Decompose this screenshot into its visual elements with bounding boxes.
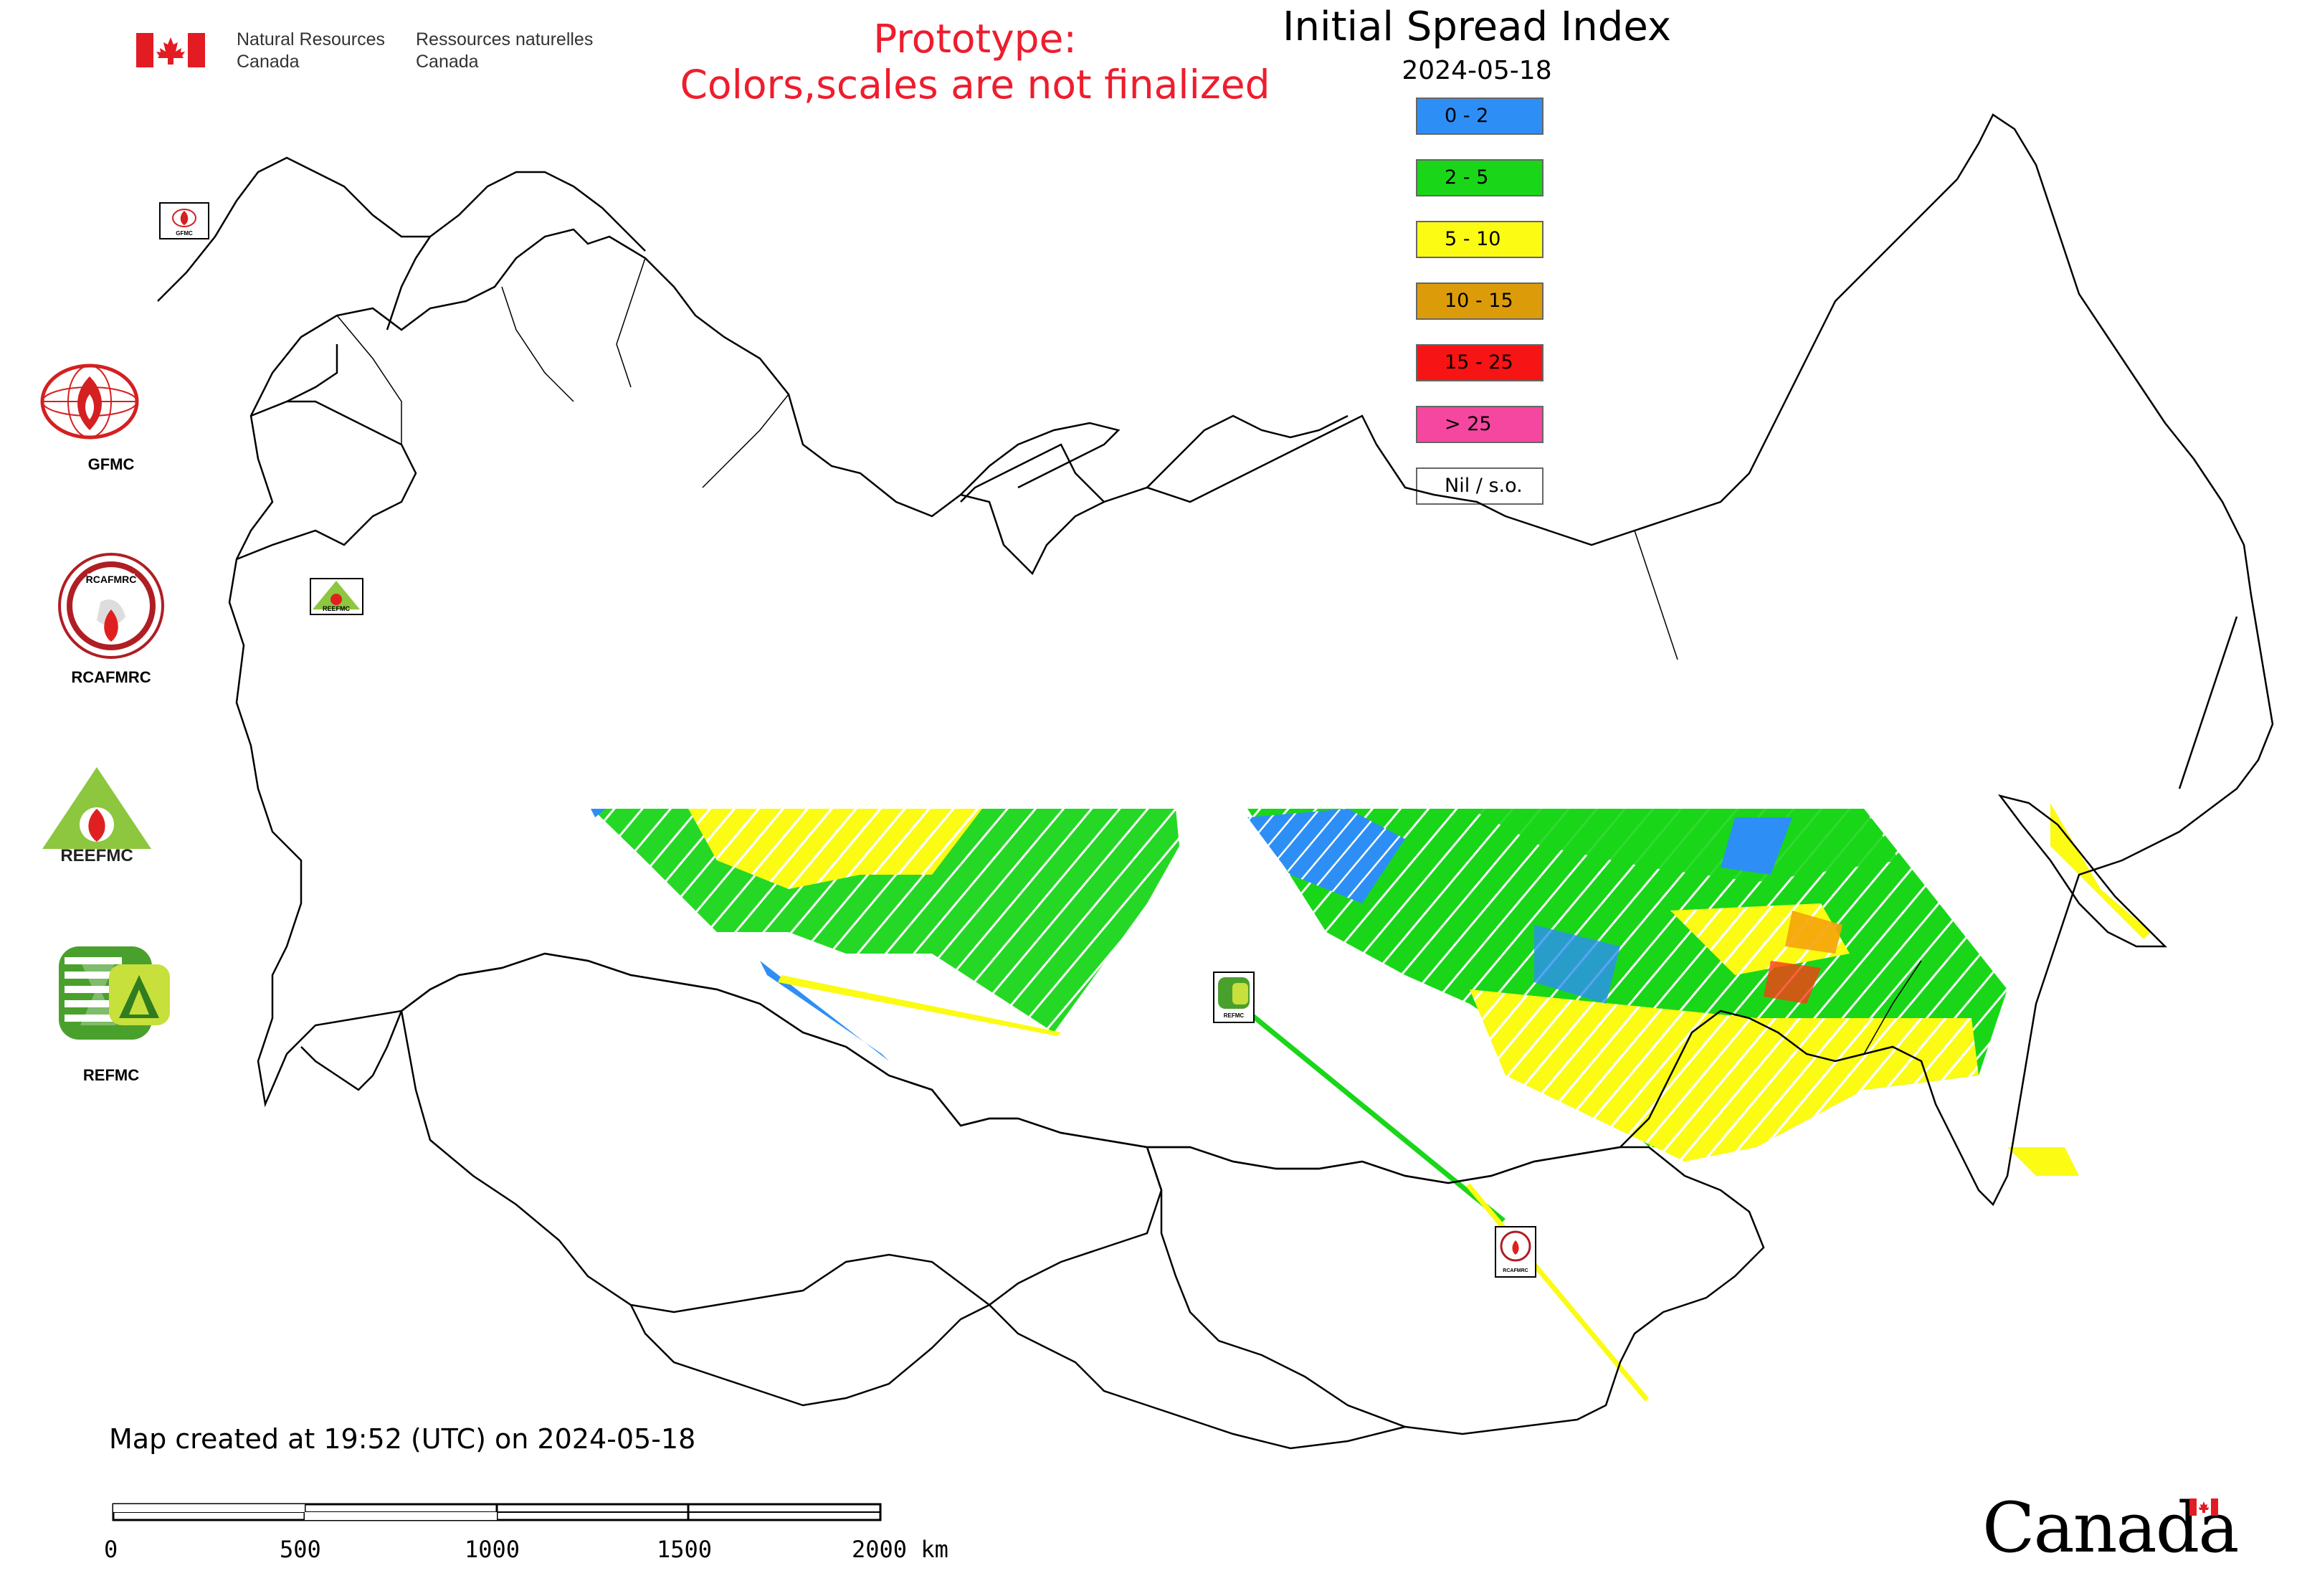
kazakhstan-outline (400, 952, 1163, 1314)
arctic-coast-1 (960, 443, 1105, 503)
rcafmrc-icon: RCAFMRC (58, 553, 164, 659)
canada-wordmark-flag-icon (2189, 1498, 2218, 1516)
rcafmrc-marker-icon: RCAFMRC (1500, 1230, 1531, 1273)
legend-item-2-5: 2 - 5 (1416, 159, 1544, 196)
refmc-icon (59, 946, 170, 1040)
scandinavia-coast (157, 156, 646, 302)
kamchatka (2178, 616, 2238, 789)
rcafmrc-logo: RCAFMRC (57, 552, 165, 662)
refmc-label: REFMC (82, 1066, 140, 1084)
map-title: Initial Spread Index (1283, 4, 1671, 50)
legend-label: 5 - 10 (1445, 228, 1501, 250)
canada-flag-icon (136, 33, 205, 67)
scale-label-1000: 1000 (465, 1536, 520, 1563)
rcafmrc-marker-text: RCAFMRC (1503, 1268, 1528, 1273)
svg-text:RCAFMRC: RCAFMRC (86, 574, 137, 585)
region-boundaries (336, 257, 1922, 1055)
rcafmrc-marker[interactable]: RCAFMRC (1495, 1226, 1536, 1278)
novaya-zemlya (960, 422, 1121, 495)
legend-item-5-10: 5 - 10 (1416, 221, 1544, 258)
legend-item-15-25: 15 - 25 (1416, 344, 1544, 381)
map-created-text: Map created at 19:52 (UTC) on 2024-05-18 (109, 1423, 696, 1455)
legend-label: 2 - 5 (1445, 166, 1489, 189)
central-asia-south (629, 1303, 990, 1407)
prototype-line-1: Prototype: (873, 16, 1077, 62)
legend-item-0-2: 0 - 2 (1416, 98, 1544, 135)
scale-label-2000: 2000 km (852, 1536, 948, 1563)
refmc-logo (59, 946, 173, 1042)
china-border-partial (989, 1304, 1406, 1450)
gfmc-marker-text: GFMC (176, 230, 193, 237)
scale-label-500: 500 (280, 1536, 321, 1563)
reefmc-marker[interactable]: REEFMC (310, 578, 363, 615)
mongolia-outline (1146, 1146, 1765, 1435)
refmc-marker[interactable]: REFMC (1213, 972, 1255, 1023)
baltic-states (250, 344, 338, 417)
refmc-marker-text: REFMC (1224, 1012, 1245, 1019)
caucasus (300, 1010, 403, 1091)
legend-item-10-15: 10 - 15 (1416, 282, 1544, 320)
map-date: 2024-05-18 (1402, 56, 1552, 85)
gfmc-label: GFMC (87, 455, 135, 473)
rcafmrc-label: RCAFMRC (71, 668, 151, 686)
country-boundaries (157, 113, 2274, 1450)
scale-label-1500: 1500 (657, 1536, 713, 1563)
gfmc-icon (40, 364, 139, 440)
reefmc-icon: REEFMC (39, 767, 154, 865)
scale-label-0: 0 (104, 1536, 118, 1563)
legend-label: 10 - 15 (1445, 290, 1513, 312)
reefmc-logo: REEFMC (39, 767, 154, 870)
sakhalin (1997, 794, 2168, 948)
gfmc-marker[interactable]: GFMC (159, 202, 209, 239)
prototype-line-2: Colors,scales are not finalized (680, 62, 1270, 108)
refmc-marker-icon: REFMC (1218, 977, 1250, 1019)
reefmc-marker-icon: REEFMC (313, 581, 360, 612)
gfmc-logo (39, 362, 140, 444)
legend-label: > 25 (1445, 413, 1492, 435)
legend-label: 0 - 2 (1445, 105, 1489, 127)
ukraine-belarus (236, 400, 417, 561)
gov-name-english: Natural Resources Canada (237, 29, 386, 72)
legend-item-gt-25: > 25 (1416, 406, 1544, 443)
gfmc-marker-icon: GFMC (172, 209, 196, 237)
prototype-notice: Prototype: Colors,scales are not finaliz… (631, 16, 1319, 108)
finland-border (386, 236, 432, 331)
isi-data-layer (591, 803, 2151, 1402)
legend-label: Nil / s.o. (1445, 475, 1523, 497)
gov-name-french: Ressources naturelles Canada (416, 29, 594, 72)
legend-label: 15 - 25 (1445, 351, 1513, 374)
scale-bar (112, 1503, 882, 1521)
reefmc-logo-text: REEFMC (60, 846, 133, 865)
legend-item-nil: Nil / s.o. (1416, 467, 1544, 505)
reefmc-marker-text: REEFMC (323, 605, 351, 612)
taimyr (1146, 414, 1349, 488)
